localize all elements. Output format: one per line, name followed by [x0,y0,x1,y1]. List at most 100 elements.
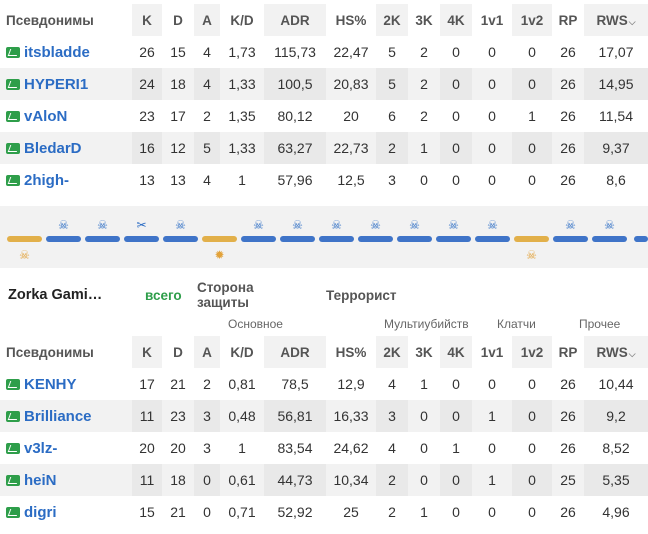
player-name[interactable]: vAloN [24,107,68,125]
header-d[interactable]: D [173,12,183,28]
round-segment[interactable] [592,236,627,242]
stat-rws: 9,2 [584,400,648,432]
chevron-down-icon: ⌵ [628,348,636,359]
stat-a: 2 [194,100,220,132]
header-2k[interactable]: 2K [376,336,408,368]
tab-total[interactable]: всего [145,287,182,303]
round-segment[interactable] [163,236,198,242]
player-link[interactable]: itsbladde [6,44,132,61]
round-segment[interactable] [319,236,354,242]
header-rp[interactable]: RP [558,344,578,360]
round-segment[interactable] [202,236,237,242]
round-segment[interactable] [475,236,510,242]
skull-icon: ☠ [331,218,342,232]
player-link[interactable]: Brilliance [6,408,132,425]
stat-k3: 2 [408,36,440,68]
stat-k: 24 [132,68,162,100]
header-adr[interactable]: ADR [264,4,326,36]
header-3k[interactable]: 3K [415,12,433,28]
header-kd[interactable]: K/D [230,344,254,360]
header-rws[interactable]: RWS⌵ [584,336,648,368]
stat-adr: 63,27 [264,132,326,164]
header-rws[interactable]: RWS⌵ [584,4,648,36]
header-d[interactable]: D [173,344,183,360]
header-1v2[interactable]: 1v2 [512,336,552,368]
stat-v1: 0 [472,68,512,100]
player-link[interactable]: v3lz- [6,440,132,457]
player-name[interactable]: v3lz- [24,439,58,457]
header-a[interactable]: A [194,336,220,368]
header-kd[interactable]: K/D [230,12,254,28]
header-rp[interactable]: RP [558,12,578,28]
table-row: digri 15 21 0 0,71 52,92 25 2 1 0 0 0 26 4,96 [0,496,648,528]
stat-k: 16 [132,132,162,164]
flag-icon [6,78,20,90]
stat-v2: 0 [512,432,552,464]
stat-k3: 1 [408,496,440,528]
round-segment[interactable] [397,236,432,242]
round-segment[interactable] [358,236,393,242]
player-link[interactable]: BledarD [6,140,132,157]
header-adr[interactable]: ADR [264,336,326,368]
header-1v1[interactable]: 1v1 [480,344,504,360]
header-nicknames[interactable]: Псевдонимы [6,12,94,28]
stat-k2: 5 [376,36,408,68]
stat-rws: 4,96 [584,496,648,528]
player-name[interactable]: heiN [24,471,57,489]
skull-icon: ☠ [409,218,420,232]
round-segment[interactable] [241,236,276,242]
round-segment[interactable] [85,236,120,242]
header-4k[interactable]: 4K [440,4,472,36]
tab-terrorist[interactable]: Террорист [326,287,397,303]
round-segment[interactable] [436,236,471,242]
player-name[interactable]: digri [24,503,57,521]
stat-k: 23 [132,100,162,132]
header-hs[interactable]: HS% [335,12,367,28]
player-name[interactable]: Brilliance [24,407,92,425]
stat-k3: 2 [408,68,440,100]
player-name[interactable]: BledarD [24,139,82,157]
round-segment[interactable] [553,236,588,242]
stat-k4: 0 [440,132,472,164]
player-link[interactable]: KENHY [6,376,132,393]
player-name[interactable]: HYPERI1 [24,75,89,93]
player-name[interactable]: KENHY [24,375,77,393]
header-1v1[interactable]: 1v1 [480,12,504,28]
player-link[interactable]: digri [6,504,132,521]
header-3k[interactable]: 3K [415,344,433,360]
round-segment[interactable] [7,236,42,242]
header-hs[interactable]: HS% [335,344,367,360]
round-segment[interactable] [124,236,159,242]
stat-hs: 24,62 [326,432,376,464]
round-segment[interactable] [514,236,549,242]
header-a[interactable]: A [194,4,220,36]
defuse-icon: ✂ [136,218,147,232]
stat-adr: 52,92 [264,496,326,528]
stat-adr: 100,5 [264,68,326,100]
header-nicknames[interactable]: Псевдонимы [6,344,94,360]
header-1v2[interactable]: 1v2 [512,4,552,36]
stat-v2: 0 [512,164,552,196]
stat-a: 0 [194,464,220,496]
header-k[interactable]: K [132,4,162,36]
player-link[interactable]: vAloN [6,108,132,125]
stat-k4: 0 [440,496,472,528]
header-k[interactable]: K [132,336,162,368]
stat-kd: 1 [220,164,264,196]
stat-v2: 0 [512,496,552,528]
player-link[interactable]: 2high- [6,172,132,189]
header-2k[interactable]: 2K [376,4,408,36]
player-name[interactable]: itsbladde [24,43,90,61]
player-link[interactable]: heiN [6,472,132,489]
player-link[interactable]: HYPERI1 [6,76,132,93]
stat-k2: 3 [376,400,408,432]
round-segment[interactable] [280,236,315,242]
table-row: 2high- 13 13 4 1 57,96 12,5 3 0 0 0 0 26 8,6 [0,164,648,196]
stat-hs: 10,34 [326,464,376,496]
player-name[interactable]: 2high- [24,171,69,189]
round-segment[interactable] [46,236,81,242]
skull-icon: ☠ [19,248,30,262]
header-4k[interactable]: 4K [440,336,472,368]
round-segment[interactable] [634,236,648,242]
tab-ct-side[interactable]: Сторона защиты [197,280,254,310]
